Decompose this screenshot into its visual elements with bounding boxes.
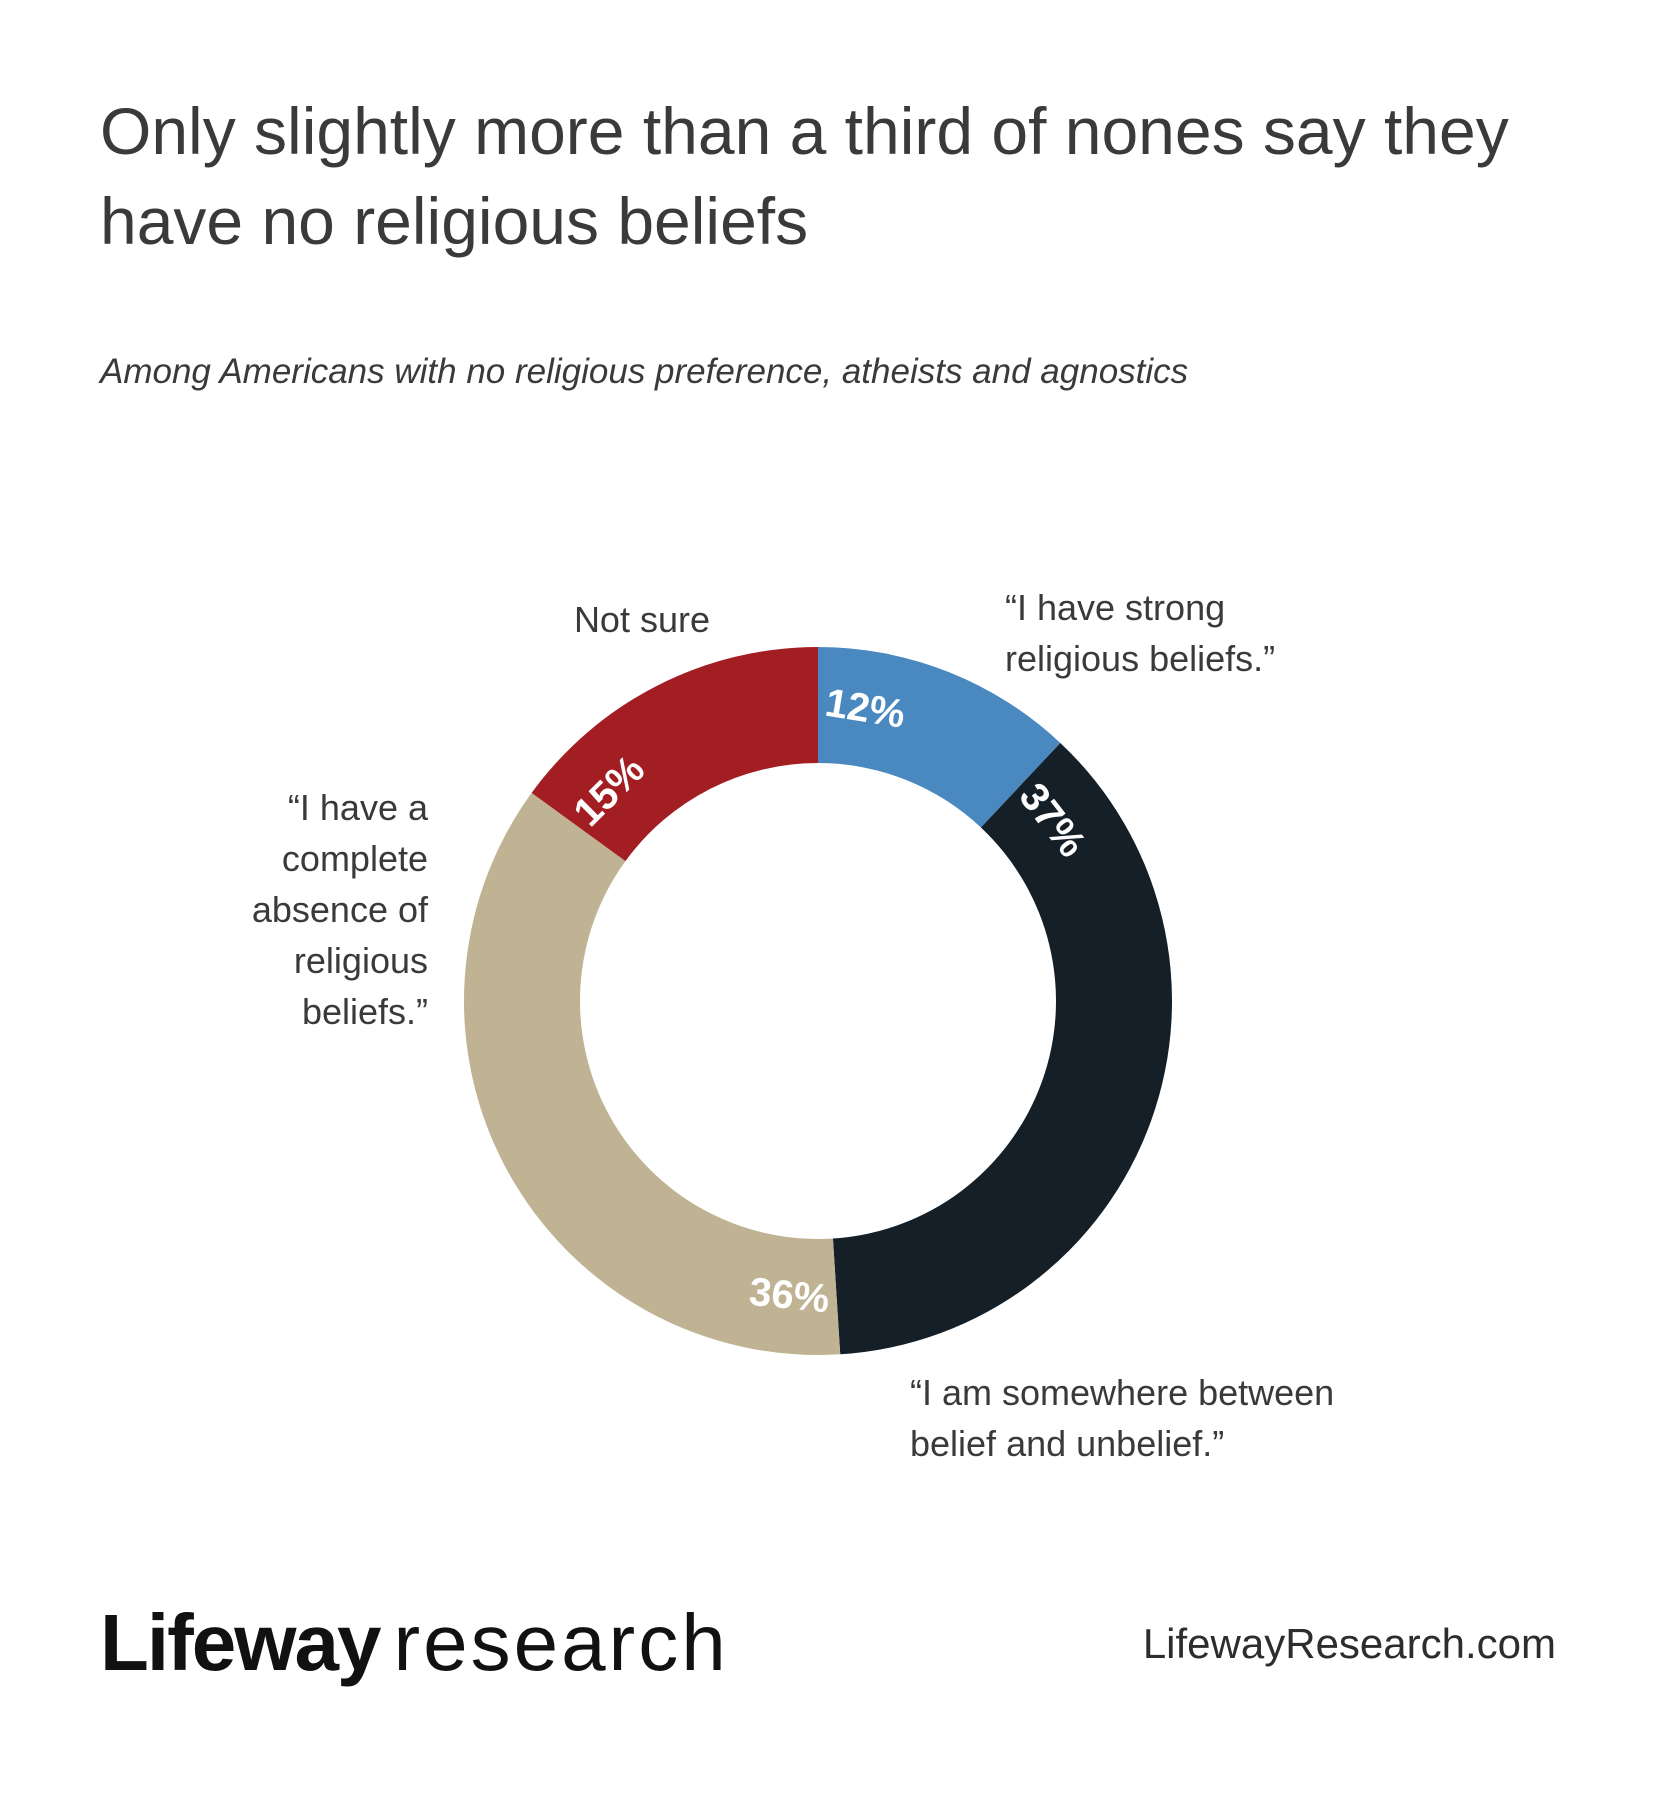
category-label-line: beliefs.” <box>302 991 428 1032</box>
category-label-line: belief and unbelief.” <box>910 1423 1224 1464</box>
category-label-line: “I am somewhere between <box>910 1372 1334 1413</box>
category-labels: “I have strong religious beliefs.” “I am s… <box>252 587 1334 1464</box>
category-label-line: complete <box>282 838 428 879</box>
page-subtitle: Among Americans with no religious prefer… <box>100 352 1189 391</box>
category-label-line: absence of <box>252 889 429 930</box>
slice-0 <box>818 647 1061 828</box>
category-label-2: “I have a complete absence of religious beli… <box>252 787 429 1032</box>
category-label-0: “I have strong religious beliefs.” <box>1005 587 1275 679</box>
slice-2 <box>463 792 841 1356</box>
category-label-line: religious beliefs.” <box>1005 638 1275 679</box>
category-label-3: Not sure <box>574 599 710 640</box>
category-label-line: “I have strong <box>1005 587 1225 628</box>
donut-slices <box>463 647 1173 1356</box>
page-title: Only slightly more than a third of nones… <box>100 94 1509 258</box>
lifeway-research-logo: Lifeway research <box>100 1598 729 1688</box>
logo-sub: research <box>393 1598 729 1687</box>
category-label-1: “I am somewhere between belief and unbeli… <box>910 1372 1334 1464</box>
category-label-line: “I have a <box>288 787 429 828</box>
category-label-line: Not sure <box>574 599 710 640</box>
slice-3 <box>531 647 818 862</box>
site-url: LifewayResearch.com <box>1142 1620 1556 1667</box>
logo-brand: Lifeway <box>100 1598 381 1687</box>
category-label-line: religious <box>294 940 428 981</box>
value-label-2: 36% <box>747 1270 831 1322</box>
slice-1 <box>832 742 1173 1355</box>
